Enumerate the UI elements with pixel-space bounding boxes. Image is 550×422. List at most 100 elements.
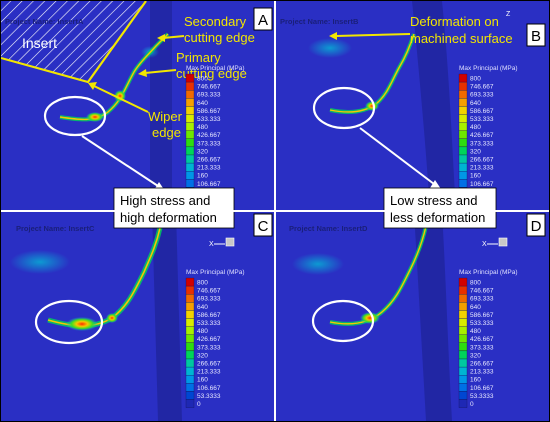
panel-d: D Project Name: InsertD X Max Principal … [276,212,549,421]
legend-swatch [185,81,195,91]
panel-c-dark-band [152,212,182,421]
legend-swatch [458,138,468,148]
legend-value-label: 266.667 [197,361,221,368]
panel-d-letter: D [531,218,542,235]
legend-value-label: 693.333 [197,92,221,99]
legend-value-label: 106.667 [197,385,221,392]
legend-value-label: 693.333 [470,296,494,303]
panel-c-project-name: Project Name: InsertC [16,224,95,233]
legend-value-label: 373.333 [470,140,494,147]
wiper-edge-label-2: edge [152,125,181,140]
deformation-arrow [335,33,411,37]
legend-swatch [185,334,195,343]
legend-swatch [458,302,468,311]
legend-value-label: 533.333 [197,116,221,123]
stress-hotspot [360,312,380,324]
legend-value-label: 640 [470,100,481,107]
wiper-highlight-ellipse [43,95,107,137]
legend-value-label: 533.333 [197,320,221,327]
callout-d-line-1: Low stress and [390,193,477,208]
panel-a: A Project Name: InsertA Insert Secondary… [0,0,274,210]
callout-d-arrow [359,127,435,185]
legend-value-label: 373.333 [470,344,494,351]
callout-c-arrow [81,135,159,187]
legend-swatch [458,342,468,352]
legend-swatch [185,350,195,360]
legend-value-label: 373.333 [197,344,221,351]
callout-d-line-2: less deformation [390,210,485,225]
legend-value-label: 106.667 [197,181,221,188]
legend-a: 800746.667693.333640586.667533.333480426… [185,73,221,204]
legend-d-title: Max Principal (MPa) [459,269,518,276]
legend-swatch [458,162,468,172]
legend-value-label: 213.333 [470,369,494,376]
legend-swatch [458,98,468,107]
legend-value-label: 480 [197,328,208,335]
legend-swatch [185,106,195,115]
legend-value-label: 533.333 [470,320,494,327]
legend-value-label: 426.667 [470,336,494,343]
primary-edge-arrow [144,69,177,74]
legend-value-label: 320 [470,352,481,359]
legend-value-label: 160 [470,173,481,180]
insert-label: Insert [22,35,57,51]
secondary-edge-arrowhead [157,34,165,42]
legend-value-label: 53.3333 [470,393,494,400]
legend-value-label: 426.667 [470,132,494,139]
legend-swatch [458,106,468,115]
legend-value-label: 160 [197,377,208,384]
stress-hotspot [86,112,104,122]
legend-swatch [185,383,195,392]
legend-value-label: 586.667 [197,108,221,115]
cyan-region [292,253,344,275]
legend-swatch [458,146,468,156]
legend-value-label: 746.667 [470,288,494,295]
legend-swatch [458,73,468,83]
legend-value-label: 480 [470,328,481,335]
legend-value-label: 693.333 [470,92,494,99]
legend-value-label: 53.3333 [197,393,221,400]
legend-value-label: 426.667 [197,336,221,343]
secondary-edge-label-2: cutting edge [184,30,255,45]
wiper-edge-label-1: Wiper [148,109,183,124]
legend-value-label: 106.667 [470,181,494,188]
cyan-region [308,38,352,58]
legend-value-label: 640 [197,100,208,107]
legend-swatch [458,294,468,303]
legend-value-label: 266.667 [470,361,494,368]
legend-b-title: Max Principal (MPa) [459,65,518,72]
legend-swatch [458,171,468,180]
callout-d-arrowhead [430,180,441,189]
panel-a-letter: A [258,12,268,29]
legend-swatch [185,294,195,303]
callout-c: High stress and high deformation [81,135,235,229]
legend-swatch [458,277,468,287]
highlight-ellipse-c [34,299,104,345]
legend-swatch [458,366,468,376]
legend-swatch [185,277,195,287]
panel-c-background [1,212,274,421]
legend-swatch [458,81,468,91]
insert-hatched-region [1,1,146,82]
legend-swatch [185,98,195,107]
legend-value-label: 213.333 [470,165,494,172]
legend-swatch [458,154,468,164]
legend-value-label: 213.333 [197,369,221,376]
legend-swatch [458,90,468,99]
legend-value-label: 320 [197,352,208,359]
legend-value-label: 586.667 [470,108,494,115]
legend-swatch [185,318,195,327]
legend-value-label: 800 [470,76,481,83]
primary-edge-arrowhead [138,69,147,77]
deformation-arrowhead [329,32,337,40]
legend-swatch [185,342,195,352]
legend-value-label: 746.667 [197,288,221,295]
legend-value-label: 426.667 [197,132,221,139]
panel-b-letter: B [531,28,541,45]
legend-value-label: 533.333 [470,116,494,123]
legend-swatch [458,391,468,400]
legend-value-label: 480 [197,124,208,131]
legend-swatch [458,383,468,392]
stress-trace-core [329,33,415,113]
